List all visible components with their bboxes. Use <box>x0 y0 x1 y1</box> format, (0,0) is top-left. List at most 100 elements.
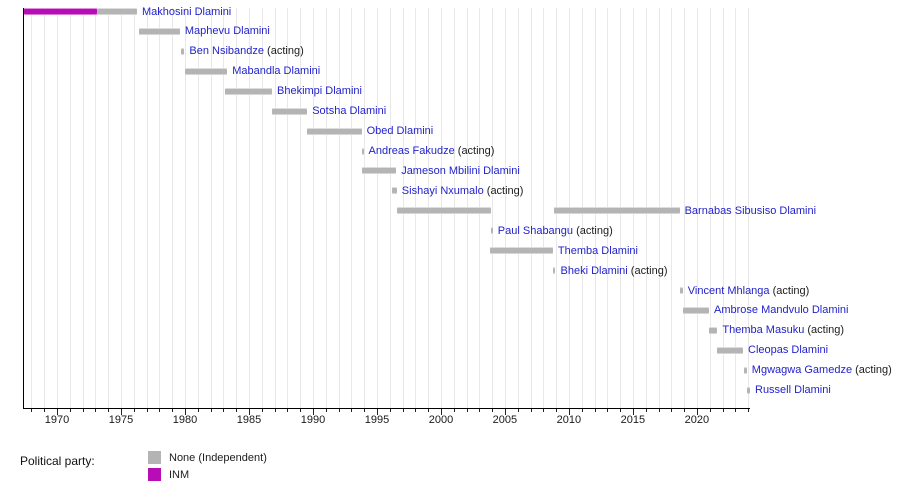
term-bar <box>744 366 747 374</box>
person-name[interactable]: Obed Dlamini <box>366 125 434 138</box>
person-name[interactable]: Paul Shabangu <box>497 224 574 237</box>
gridline-year <box>543 8 545 408</box>
major-tick <box>696 409 698 415</box>
x-axis-tick-label: 1975 <box>108 414 134 426</box>
person-name[interactable]: Ambrose Mandvulo Dlamini <box>714 304 849 317</box>
term-bar <box>392 187 397 195</box>
person-name[interactable]: Cleopas Dlamini <box>748 344 829 357</box>
minor-tick <box>517 409 519 412</box>
x-axis-tick-label: 1980 <box>172 414 198 426</box>
person-name[interactable]: Barnabas Sibusiso Dlamini <box>684 204 817 217</box>
gridline-year <box>159 8 161 408</box>
minor-tick <box>274 409 276 412</box>
row-label: Obed Dlamini <box>367 124 434 138</box>
minor-tick <box>748 409 750 412</box>
minor-tick <box>453 409 455 412</box>
gridline-year <box>31 8 33 408</box>
legend-entry-label: INM <box>169 469 190 481</box>
minor-tick <box>492 409 494 412</box>
row-label: Themba Masuku (acting) <box>722 323 844 337</box>
term-bar <box>185 67 228 75</box>
minor-tick <box>351 409 353 412</box>
minor-tick <box>197 409 199 412</box>
person-name[interactable]: Bhekimpi Dlamini <box>277 85 362 98</box>
row-label: Sishayi Nxumalo (acting) <box>402 184 524 198</box>
term-bar <box>23 8 97 15</box>
acting-label: (acting) <box>483 184 524 197</box>
term-bar <box>362 167 397 175</box>
major-tick <box>568 409 570 415</box>
person-name[interactable]: Vincent Mhlanga <box>687 284 770 297</box>
acting-label: (acting) <box>769 284 810 297</box>
acting-label: (acting) <box>852 364 892 377</box>
acting-label: (acting) <box>264 45 304 58</box>
minor-tick <box>325 409 327 412</box>
term-bar <box>680 287 683 294</box>
gridline-year <box>185 8 186 408</box>
minor-tick <box>287 409 289 412</box>
minor-tick <box>159 409 161 412</box>
term-bar <box>396 207 491 215</box>
legend-color-swatch <box>148 451 161 464</box>
person-name[interactable]: Ben Nsibandze <box>189 45 264 58</box>
row-label: Makhosini Dlamini <box>142 5 231 19</box>
gridline-year <box>172 8 174 408</box>
minor-tick <box>389 409 391 412</box>
row-label: Andreas Fakudze (acting) <box>369 144 495 158</box>
gridline-year <box>300 8 302 408</box>
acting-label: (acting) <box>627 264 668 277</box>
person-name[interactable]: Mgwagwa Gamedze <box>751 364 853 377</box>
minor-tick <box>172 409 174 412</box>
gridline-year <box>325 8 327 408</box>
gridline-year <box>748 8 750 408</box>
minor-tick <box>684 409 686 412</box>
gridline-year <box>95 8 97 408</box>
major-tick <box>441 409 442 415</box>
row-label: Maphevu Dlamini <box>185 24 270 38</box>
minor-tick <box>581 409 583 412</box>
person-name[interactable]: Sishayi Nxumalo <box>401 184 484 197</box>
term-bar <box>554 207 680 215</box>
gridline-year <box>504 8 506 408</box>
x-axis-tick-label: 2015 <box>620 414 646 426</box>
term-bar <box>272 107 308 115</box>
person-name[interactable]: Jameson Mbilini Dlamini <box>401 164 520 177</box>
minor-tick <box>543 409 545 412</box>
minor-tick <box>82 409 84 412</box>
minor-tick <box>556 409 558 412</box>
gridline-year <box>197 8 199 408</box>
person-name[interactable]: Bheki Dlamini <box>560 264 628 277</box>
term-bar <box>709 326 718 334</box>
row-label: Bheki Dlamini (acting) <box>561 264 668 278</box>
person-name[interactable]: Russell Dlamini <box>755 384 831 397</box>
term-bar <box>307 127 362 135</box>
person-name[interactable]: Themba Dlamini <box>557 244 638 257</box>
minor-tick <box>223 409 225 412</box>
person-name[interactable]: Makhosini Dlamini <box>142 5 232 18</box>
major-tick <box>632 409 634 415</box>
row-label: Jameson Mbilini Dlamini <box>401 164 520 178</box>
minor-tick <box>236 409 238 412</box>
y-axis-line <box>23 8 24 409</box>
acting-label: (acting) <box>454 145 495 157</box>
minor-tick <box>594 409 596 412</box>
gridline-year <box>108 8 110 408</box>
person-name[interactable]: Andreas Fakudze <box>368 145 455 157</box>
gridline-year <box>735 8 737 408</box>
x-axis-tick-label: 1995 <box>364 414 390 426</box>
person-name[interactable]: Maphevu Dlamini <box>184 25 270 38</box>
row-label: Paul Shabangu (acting) <box>498 224 613 238</box>
minor-tick <box>364 409 366 412</box>
gridline-year <box>530 8 532 408</box>
gridline-year <box>696 8 698 408</box>
major-tick <box>121 409 122 415</box>
term-bar <box>138 27 180 35</box>
person-name[interactable]: Themba Masuku <box>722 324 805 337</box>
gridline-year <box>517 8 519 408</box>
term-bar <box>682 306 709 314</box>
minor-tick <box>722 409 724 412</box>
person-name[interactable]: Mabandla Dlamini <box>232 65 321 78</box>
x-axis-tick-label: 2005 <box>492 414 518 426</box>
person-name[interactable]: Sotsha Dlamini <box>312 105 387 118</box>
